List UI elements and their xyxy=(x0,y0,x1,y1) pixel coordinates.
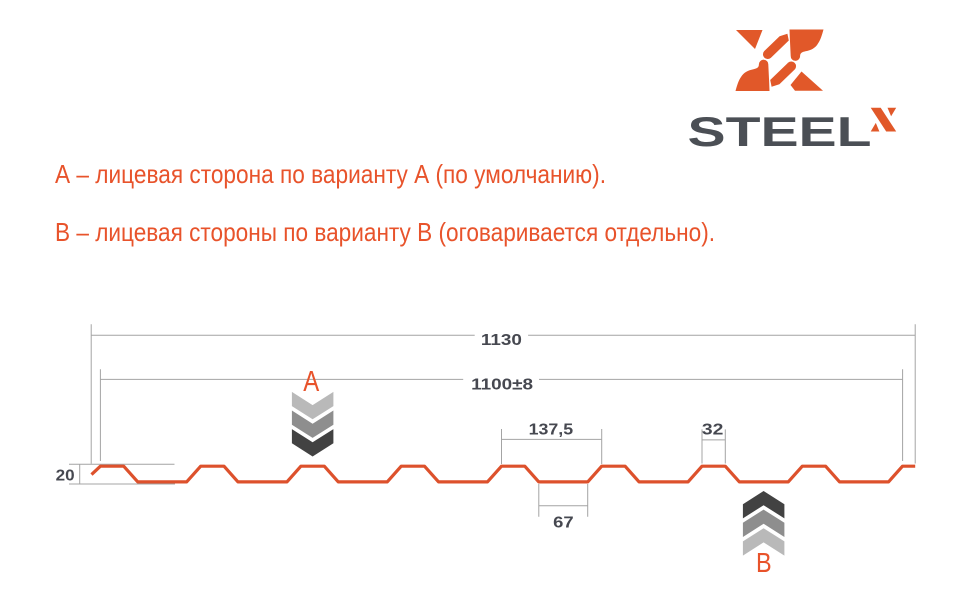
svg-text:1130: 1130 xyxy=(481,332,522,349)
svg-text:67: 67 xyxy=(553,515,574,532)
svg-text:А – лицевая сторона по вариант: А – лицевая сторона по варианту А (по ум… xyxy=(55,159,606,189)
svg-text:32: 32 xyxy=(702,421,724,438)
svg-text:В – лицевая стороны по вариант: В – лицевая стороны по варианту В (огова… xyxy=(55,217,715,247)
svg-text:A: A xyxy=(303,366,320,398)
svg-text:STEEL: STEEL xyxy=(688,108,872,155)
svg-text:20: 20 xyxy=(56,467,75,484)
svg-text:1100±8: 1100±8 xyxy=(471,376,533,393)
svg-text:B: B xyxy=(756,547,772,578)
svg-text:137,5: 137,5 xyxy=(529,421,574,438)
